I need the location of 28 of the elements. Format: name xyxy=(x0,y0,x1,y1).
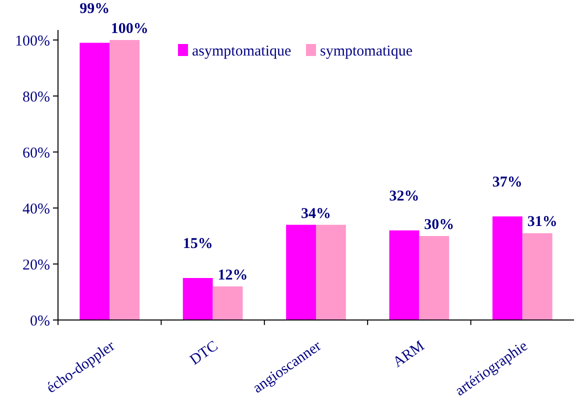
data-label: 99% xyxy=(80,0,110,17)
y-tick-label: 80% xyxy=(22,89,50,106)
data-label: 34% xyxy=(301,206,331,222)
data-label: 15% xyxy=(182,236,213,252)
bar xyxy=(389,230,420,320)
y-tick-label: 60% xyxy=(22,145,50,162)
bar xyxy=(286,224,316,320)
bar xyxy=(110,40,140,320)
legend-label: symptomatique xyxy=(320,43,413,60)
bar xyxy=(522,233,552,320)
bar xyxy=(80,42,110,320)
data-label: 31% xyxy=(527,214,558,230)
data-label: 30% xyxy=(424,217,454,233)
y-tick-label: 0% xyxy=(30,313,50,330)
bar xyxy=(212,286,243,320)
data-label: 12% xyxy=(218,267,248,284)
y-tick-label: 100% xyxy=(15,33,50,50)
bar xyxy=(316,224,346,320)
y-tick-label: 40% xyxy=(22,201,50,218)
data-label: 100% xyxy=(110,21,148,37)
bar xyxy=(182,278,213,320)
x-tick-label: DTC xyxy=(187,338,222,368)
bar xyxy=(492,216,522,320)
data-label: 37% xyxy=(492,174,522,190)
legend-label: asymptomatique xyxy=(192,43,292,60)
y-tick-label: 20% xyxy=(22,257,50,274)
bar xyxy=(419,236,450,320)
data-label: 32% xyxy=(389,188,420,204)
